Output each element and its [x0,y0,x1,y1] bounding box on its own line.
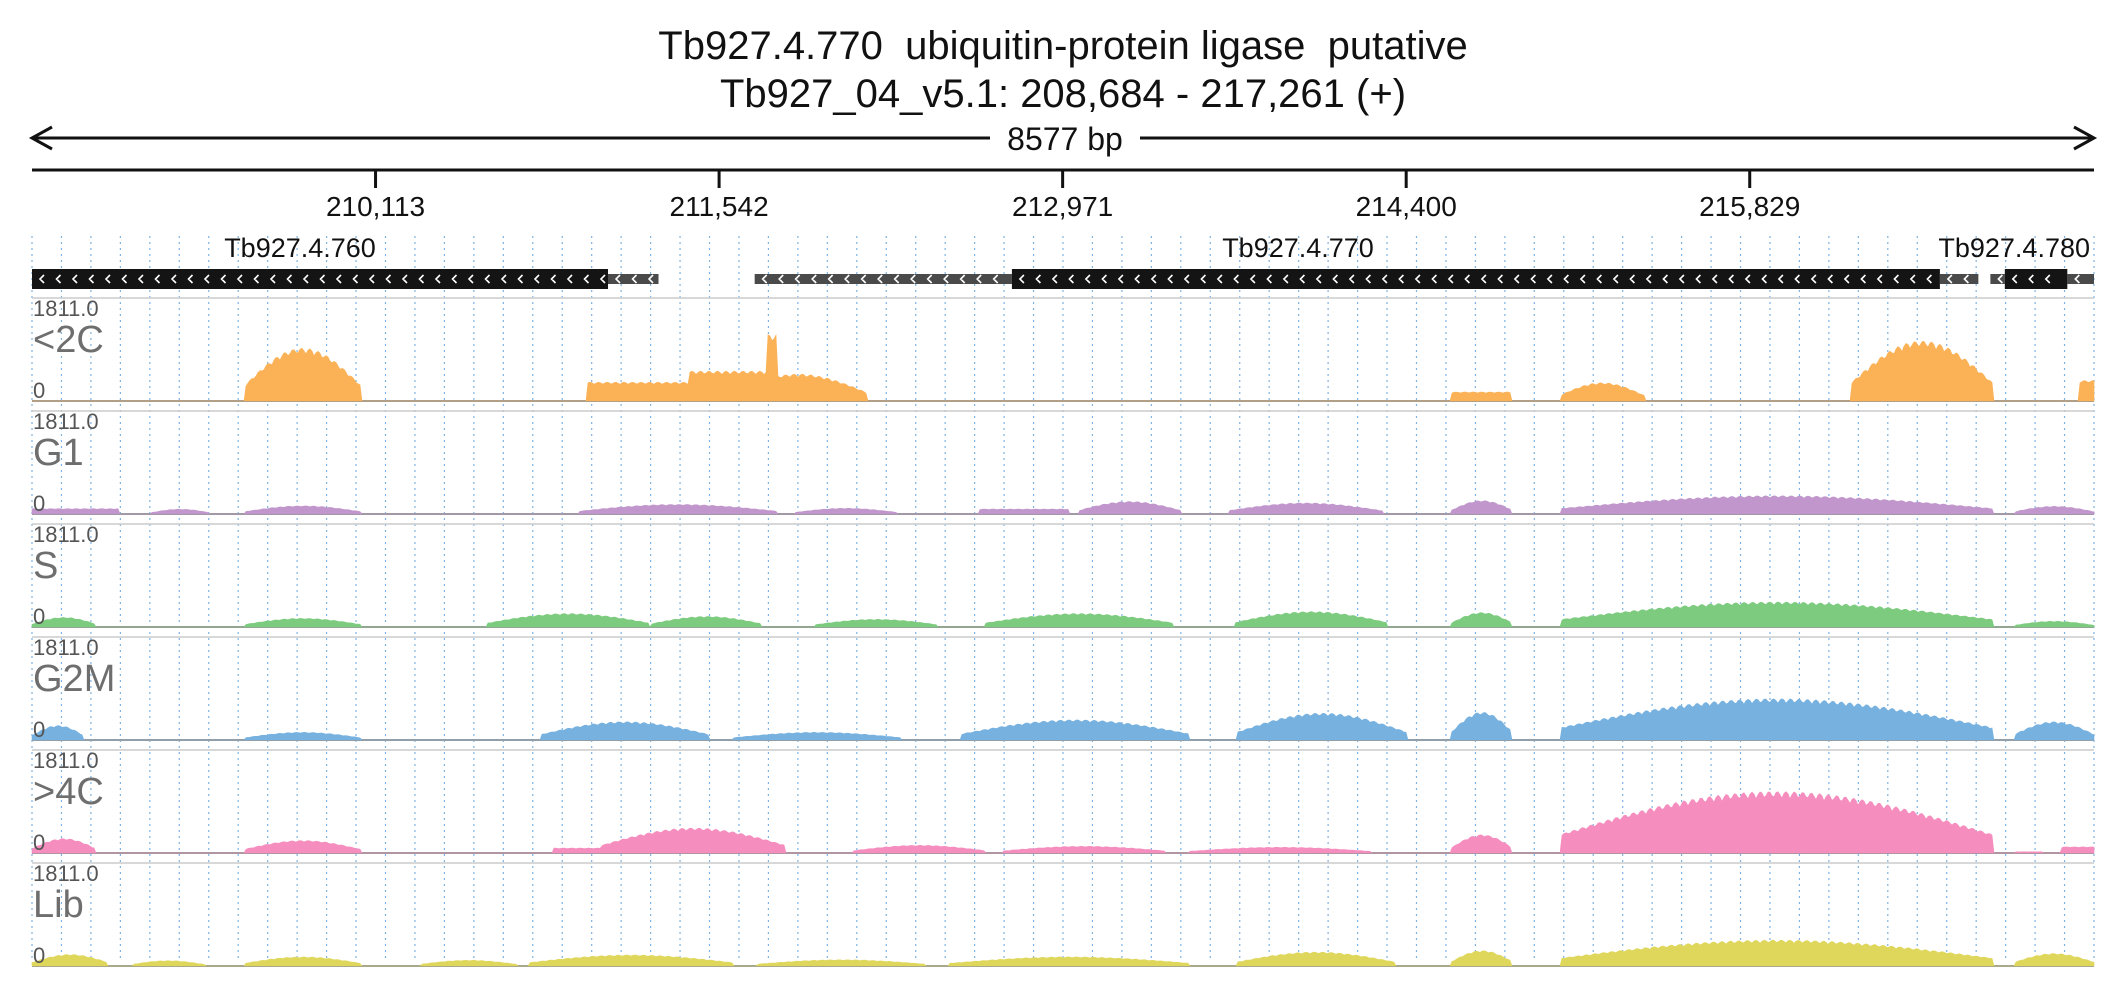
track-name-label: G1 [33,432,84,474]
chart-header: Tb927.4.770 ubiquitin-protein ligase put… [0,22,2126,118]
coverage-area [31,791,2095,854]
strand-chevrons [1997,274,2003,284]
track-name-label: S [33,545,58,587]
strand-chevrons [1946,274,1969,284]
axis-ticks: 210,113 211,542 212,971 214,400 215,829 [326,170,1800,222]
strand-chevrons [38,274,606,284]
chart-title: Tb927.4.770 ubiquitin-protein ligase put… [658,24,1468,68]
gene-cds [2004,269,2068,289]
length-ruler: 8577 bp [28,121,2098,157]
coverage-area [32,333,2095,402]
gene-label: Tb927.4.770 [1222,233,1374,263]
track-ymax-label: 1811.0 [33,296,99,321]
track-name-label: Lib [33,884,84,926]
coverage-area [31,698,2095,741]
coverage-track: 1811.0G1 0 [31,409,2095,516]
length-arrow-left-head [28,125,53,151]
track-ymax-label: 1811.0 [33,522,99,547]
strand-chevrons [1018,274,1932,284]
length-label: 8577 bp [1007,121,1123,157]
track-ymax-label: 1811.0 [33,748,99,773]
axis-tick-label: 215,829 [1699,191,1800,222]
track-ymin-label: 0 [33,943,45,968]
gene-model: Tb927.4.760 [32,233,659,289]
gene-cds [1011,269,1940,289]
track-name-label: G2M [33,658,115,700]
track-name-label: <2C [33,319,104,361]
coverage-track: 1811.0S 0 [31,522,2095,629]
strand-chevrons [2011,274,2051,284]
gene-model: Tb927.4.780 [1938,233,2094,289]
gene-models: Tb927.4.760 Tb927.4.770 Tb927.4.780 [32,233,2094,289]
coverage-track: 1811.0>4C 0 [31,748,2095,855]
axis-tick-label: 212,971 [1012,191,1113,222]
coverage-track: 1811.0<2C 0 [32,296,2095,403]
track-name-label: >4C [33,771,104,813]
track-ymin-label: 0 [33,491,45,516]
track-ymax-label: 1811.0 [33,861,99,886]
gene-label: Tb927.4.760 [224,233,376,263]
gene-utr [754,274,1012,284]
track-ymin-label: 0 [33,717,45,742]
track-ymin-label: 0 [33,604,45,629]
strand-chevrons [614,274,654,284]
track-ymin-label: 0 [33,830,45,855]
length-arrow-right-head [2073,125,2098,151]
track-ymin-label: 0 [33,378,45,403]
strand-chevrons [761,274,999,284]
coverage-tracks: 1811.0<2C01811.0G101811.0S01811.0G2M0181… [31,296,2095,968]
track-ymax-label: 1811.0 [33,635,99,660]
chart-subtitle: Tb927_04_v5.1: 208,684 - 217,261 (+) [719,72,1407,116]
track-ymax-label: 1811.0 [33,409,99,434]
coverage-area [31,495,2095,515]
strand-chevrons [2074,274,2080,284]
coverage-area [31,601,2095,628]
gene-model: Tb927.4.770 [754,233,1979,289]
gene-utr [2067,274,2094,284]
coverage-area [31,939,2095,967]
axis-tick-label: 211,542 [670,191,769,222]
axis-tick-label: 210,113 [326,191,425,222]
gene-label: Tb927.4.780 [1938,233,2090,263]
axis-tick-label: 214,400 [1356,191,1457,222]
gene-utr [1939,274,1979,284]
